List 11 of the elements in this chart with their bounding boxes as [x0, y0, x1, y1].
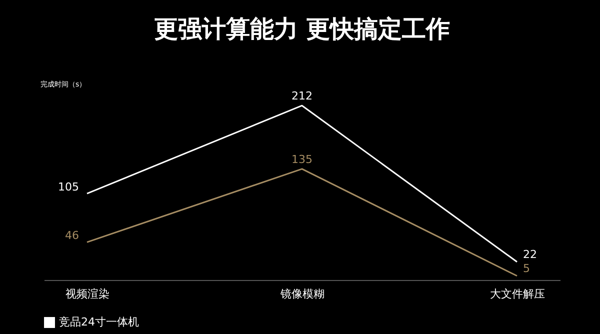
data-label: 212	[292, 90, 312, 103]
x-tick-label: 大文件解压	[490, 288, 545, 300]
x-tick-label: 镜像模糊	[280, 288, 324, 300]
data-label: 5	[523, 262, 530, 275]
data-label: 22	[523, 248, 537, 261]
x-tick-label: 视频渲染	[66, 288, 110, 300]
legend-label: 竞品24寸一体机	[59, 316, 139, 328]
data-label: 105	[58, 180, 79, 194]
chart-title: 更强计算能力 更快搞定工作	[154, 15, 450, 43]
data-label: 135	[292, 152, 312, 166]
data-label: 46	[65, 229, 79, 242]
